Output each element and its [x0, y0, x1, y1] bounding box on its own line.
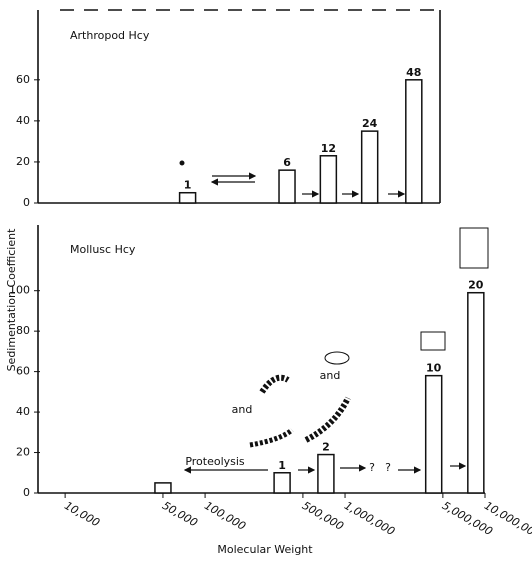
- annotation: ?: [385, 461, 391, 474]
- annotation: and: [232, 403, 253, 416]
- x-tick-label: 1,000,000: [342, 499, 397, 538]
- y-tick-label: 60: [16, 365, 30, 378]
- bar: [405, 79, 423, 204]
- bar: [424, 374, 443, 494]
- x-tick-label: 10,000: [62, 499, 102, 530]
- y-tick-label: 0: [23, 486, 30, 499]
- molecule-icons: [179, 160, 489, 448]
- bar-label: 6: [283, 156, 291, 169]
- bar-label: 1: [184, 179, 192, 192]
- x-tick-label: 500,000: [300, 499, 346, 533]
- bar-label: 24: [362, 117, 378, 130]
- bar: [319, 155, 338, 204]
- bar-label: 20: [468, 279, 484, 292]
- bar-label: 48: [406, 66, 421, 79]
- bar: [317, 453, 335, 494]
- y-tick-label: 40: [16, 114, 30, 127]
- bar-label: 1: [278, 459, 286, 472]
- annotation: Proteolysis: [185, 455, 245, 468]
- bar: [467, 291, 485, 494]
- bar: [360, 130, 379, 204]
- y-tick-label: 80: [16, 324, 30, 337]
- bar-label: 10: [426, 362, 442, 375]
- bar: [273, 472, 291, 494]
- annotation: and: [320, 369, 341, 382]
- y-axis-title: Sedimentation Coefficient: [5, 228, 18, 372]
- arrows: [183, 172, 467, 474]
- x-tick-label: 50,000: [160, 499, 200, 530]
- panel-title: Arthropod Hcy: [70, 29, 150, 42]
- y-tick-label: 100: [9, 284, 30, 297]
- x-axis-title: Molecular Weight: [217, 543, 313, 556]
- y-tick-label: 20: [16, 155, 30, 168]
- y-tick-label: 20: [16, 446, 30, 459]
- y-tick-label: 40: [16, 405, 30, 418]
- panel-title: Mollusc Hcy: [70, 243, 136, 256]
- bar: [178, 191, 197, 204]
- bar-label: 2: [322, 441, 330, 454]
- y-tick-label: 0: [23, 196, 30, 209]
- bar-label: 12: [321, 142, 336, 155]
- x-tick-label: 100,000: [202, 499, 248, 533]
- annotation: ?: [369, 461, 375, 474]
- y-tick-label: 60: [16, 73, 30, 86]
- bar: [154, 482, 172, 494]
- bar: [278, 169, 296, 204]
